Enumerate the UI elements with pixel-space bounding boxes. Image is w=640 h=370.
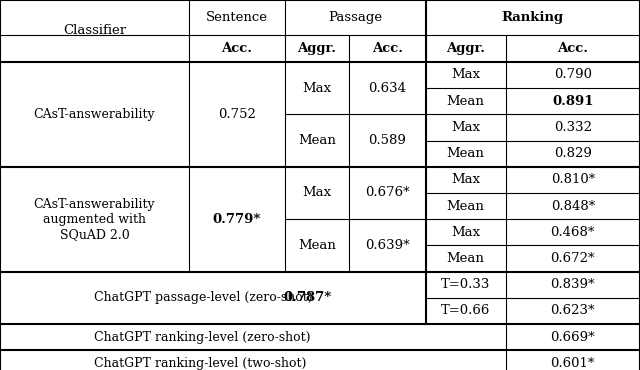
Text: 0.790: 0.790: [554, 68, 592, 81]
Text: 0.672*: 0.672*: [550, 252, 595, 265]
Text: 0.848*: 0.848*: [550, 199, 595, 212]
Text: Mean: Mean: [298, 134, 336, 147]
Text: Max: Max: [302, 82, 332, 95]
Text: CAsT-answerability: CAsT-answerability: [33, 108, 156, 121]
Text: T=0.66: T=0.66: [441, 305, 490, 317]
Text: 0.839*: 0.839*: [550, 278, 595, 291]
Text: 0.468*: 0.468*: [550, 226, 595, 239]
Text: ChatGPT ranking-level (zero-shot): ChatGPT ranking-level (zero-shot): [95, 331, 311, 344]
Text: Passage: Passage: [328, 11, 382, 24]
Text: Aggr.: Aggr.: [298, 42, 336, 55]
Text: ChatGPT passage-level (zero-shot): ChatGPT passage-level (zero-shot): [95, 291, 313, 304]
Text: Sentence: Sentence: [206, 11, 268, 24]
Text: 0.829: 0.829: [554, 147, 592, 160]
Text: 0.669*: 0.669*: [550, 331, 595, 344]
Text: T=0.33: T=0.33: [441, 278, 490, 291]
Text: Ranking: Ranking: [502, 11, 564, 24]
Text: 0.676*: 0.676*: [365, 186, 410, 199]
Text: Max: Max: [451, 174, 480, 186]
Text: 0.601*: 0.601*: [550, 357, 595, 370]
Text: 0.623*: 0.623*: [550, 305, 595, 317]
Text: 0.634: 0.634: [368, 82, 406, 95]
Text: Max: Max: [451, 226, 480, 239]
Text: Classifier: Classifier: [63, 24, 126, 37]
Text: 0.639*: 0.639*: [365, 239, 410, 252]
Text: Max: Max: [302, 186, 332, 199]
Text: Mean: Mean: [447, 95, 484, 108]
Text: Acc.: Acc.: [221, 42, 252, 55]
Text: Mean: Mean: [447, 147, 484, 160]
Text: Aggr.: Aggr.: [446, 42, 485, 55]
Text: 0.810*: 0.810*: [550, 174, 595, 186]
Text: 0.752: 0.752: [218, 108, 256, 121]
Text: Mean: Mean: [447, 199, 484, 212]
Text: Mean: Mean: [298, 239, 336, 252]
Text: CAsT-answerability
augmented with
SQuAD 2.0: CAsT-answerability augmented with SQuAD …: [33, 198, 156, 240]
Text: 0.779*: 0.779*: [212, 213, 261, 226]
Text: 0.891: 0.891: [552, 95, 593, 108]
Text: 0.589: 0.589: [368, 134, 406, 147]
Text: Acc.: Acc.: [372, 42, 403, 55]
Text: Acc.: Acc.: [557, 42, 588, 55]
Text: ChatGPT ranking-level (two-shot): ChatGPT ranking-level (two-shot): [95, 357, 307, 370]
Text: 0.332: 0.332: [554, 121, 592, 134]
Text: Max: Max: [451, 68, 480, 81]
Text: Mean: Mean: [447, 252, 484, 265]
Text: 0.787*: 0.787*: [283, 291, 332, 304]
Text: Max: Max: [451, 121, 480, 134]
